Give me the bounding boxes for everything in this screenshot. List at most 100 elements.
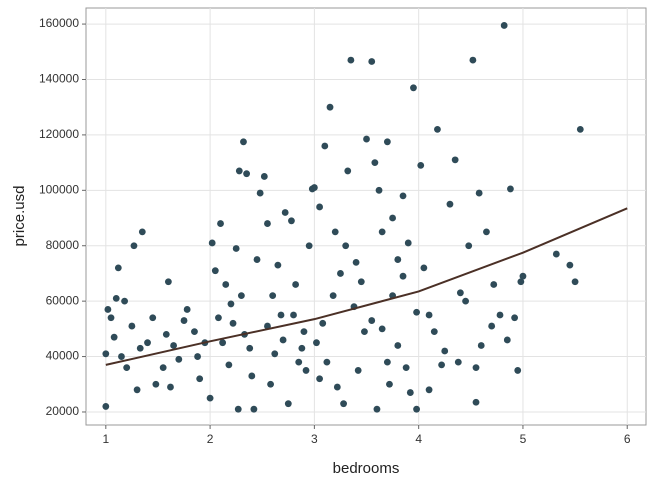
point bbox=[256, 189, 264, 197]
point bbox=[456, 289, 464, 297]
point bbox=[281, 209, 289, 216]
point bbox=[246, 344, 254, 352]
point bbox=[333, 383, 341, 391]
point bbox=[313, 339, 320, 347]
y-tick-label: 160000 bbox=[39, 16, 79, 30]
point bbox=[208, 239, 216, 247]
point bbox=[183, 306, 191, 313]
point bbox=[402, 364, 410, 372]
point bbox=[488, 322, 496, 330]
point bbox=[576, 125, 584, 133]
point bbox=[425, 386, 433, 394]
point bbox=[340, 400, 347, 408]
point bbox=[118, 353, 125, 360]
point bbox=[566, 261, 574, 269]
point bbox=[321, 142, 329, 150]
x-tick-label: 3 bbox=[311, 432, 318, 446]
point bbox=[164, 278, 172, 286]
x-tick-label: 4 bbox=[415, 432, 422, 446]
point bbox=[152, 380, 160, 388]
point bbox=[371, 159, 379, 167]
y-tick-label: 120000 bbox=[39, 127, 79, 141]
point bbox=[347, 56, 355, 64]
point bbox=[180, 317, 188, 324]
point bbox=[399, 272, 407, 280]
point bbox=[503, 336, 511, 344]
point bbox=[250, 405, 258, 413]
point bbox=[114, 264, 122, 272]
point bbox=[253, 256, 261, 263]
point bbox=[267, 380, 274, 388]
point bbox=[483, 228, 490, 236]
point bbox=[454, 358, 462, 366]
point bbox=[298, 344, 306, 352]
point bbox=[288, 217, 295, 225]
point bbox=[420, 264, 428, 272]
point bbox=[413, 308, 420, 316]
point bbox=[227, 300, 235, 308]
point bbox=[229, 319, 237, 327]
point bbox=[237, 292, 245, 300]
point bbox=[326, 103, 334, 111]
point bbox=[472, 398, 480, 406]
point bbox=[378, 228, 386, 236]
point bbox=[394, 342, 402, 349]
point bbox=[472, 364, 480, 372]
y-tick-label: 100000 bbox=[39, 182, 79, 196]
point bbox=[243, 170, 250, 178]
point bbox=[413, 405, 420, 413]
x-tick-label: 6 bbox=[624, 432, 631, 446]
point bbox=[519, 272, 527, 280]
point bbox=[102, 403, 110, 410]
point bbox=[383, 358, 391, 366]
point bbox=[107, 314, 115, 322]
point bbox=[162, 330, 170, 338]
point bbox=[386, 380, 393, 388]
point bbox=[144, 339, 151, 347]
point bbox=[378, 325, 386, 333]
point bbox=[123, 364, 131, 372]
point bbox=[434, 125, 441, 133]
x-axis-title: bedrooms bbox=[333, 460, 400, 477]
point bbox=[357, 278, 365, 286]
point bbox=[217, 220, 224, 227]
point bbox=[277, 311, 285, 319]
point bbox=[344, 167, 352, 175]
point bbox=[279, 336, 287, 344]
point bbox=[305, 242, 313, 250]
point bbox=[507, 185, 514, 193]
point bbox=[354, 367, 362, 374]
point bbox=[133, 386, 141, 394]
y-tick-label: 20000 bbox=[46, 404, 80, 418]
point bbox=[404, 239, 412, 247]
point bbox=[552, 250, 560, 258]
point bbox=[496, 311, 504, 319]
point bbox=[215, 314, 222, 322]
point bbox=[316, 375, 323, 383]
point bbox=[389, 214, 396, 222]
point bbox=[451, 156, 459, 164]
point bbox=[399, 192, 407, 200]
point bbox=[368, 58, 376, 65]
point bbox=[441, 347, 449, 355]
point bbox=[211, 267, 219, 275]
point bbox=[232, 245, 240, 252]
point bbox=[571, 278, 579, 286]
y-tick-label: 40000 bbox=[46, 349, 80, 363]
point bbox=[269, 292, 277, 300]
point bbox=[222, 281, 230, 288]
point bbox=[149, 314, 157, 322]
point bbox=[462, 297, 469, 305]
trend-line bbox=[105, 207, 628, 366]
x-tick-label: 2 bbox=[207, 432, 214, 446]
point bbox=[417, 161, 425, 169]
point bbox=[363, 135, 370, 143]
point bbox=[323, 358, 331, 366]
point bbox=[329, 292, 337, 300]
point bbox=[102, 350, 110, 358]
point bbox=[490, 281, 498, 288]
y-tick-label: 140000 bbox=[39, 72, 79, 86]
point bbox=[136, 344, 144, 352]
point bbox=[316, 203, 323, 211]
